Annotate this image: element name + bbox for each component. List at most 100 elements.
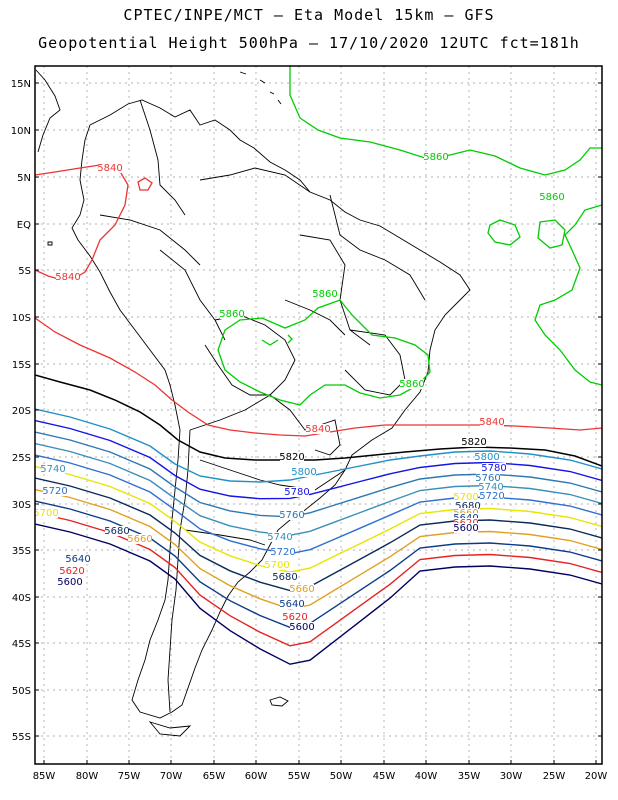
contour-label-5600: 5600 — [57, 577, 82, 588]
border-peru-brazil — [159, 249, 226, 341]
longitude-tick-label: 75W — [118, 771, 141, 782]
longitude-tick-label: 20W — [585, 771, 608, 782]
contour-label-5860: 5860 — [423, 152, 448, 163]
island-falklands — [269, 696, 289, 707]
border-uruguay — [314, 469, 346, 491]
contour-label-background — [280, 510, 304, 520]
contour-label-background — [268, 532, 292, 542]
latitude-tick-label: 30S — [12, 500, 31, 511]
border-argentina-internal — [199, 459, 301, 489]
contour-label-background — [271, 547, 295, 557]
contour-label-5820: 5820 — [279, 452, 304, 463]
contour-5600 — [35, 523, 602, 665]
contour-label-5860: 5860 — [312, 289, 337, 300]
longitude-tick-label: 35W — [458, 771, 481, 782]
contour-label-background — [540, 192, 564, 202]
latitude-tick-label: 15S — [12, 360, 31, 371]
longitude-tick-label: 45W — [373, 771, 396, 782]
contour-label-background — [290, 584, 314, 594]
graticule — [35, 66, 602, 764]
contour-label-5800: 5800 — [291, 467, 316, 478]
contour-label-5740: 5740 — [478, 482, 503, 493]
latitude-tick-label: 55S — [12, 732, 31, 743]
latitude-tick-label: EQ — [17, 220, 31, 231]
contour-label-5840: 5840 — [97, 163, 122, 174]
contour-label-5600: 5600 — [453, 523, 478, 534]
border-brazil-internal — [329, 194, 426, 301]
contour-label-background — [98, 163, 122, 173]
contour-label-background — [313, 289, 337, 299]
coastline-tierra-del-fuego — [148, 721, 192, 737]
contour-label-5840: 5840 — [479, 417, 504, 428]
contour-label-background — [280, 599, 304, 609]
contour-label-5860: 5860 — [539, 192, 564, 203]
contour-label-5840: 5840 — [305, 424, 330, 435]
contour-label-background — [105, 526, 129, 536]
contour-label-background — [400, 379, 424, 389]
latitude-tick-label: 15N — [11, 79, 31, 90]
chart-title-line-2: Geopotential Height 500hPa – 17/10/2020 … — [38, 34, 580, 52]
border-brazil-states-a — [299, 234, 371, 346]
latitude-tick-label: 10N — [11, 126, 31, 137]
contour-label-5660: 5660 — [127, 534, 152, 545]
contour-label-background — [283, 612, 307, 622]
border-paraguay — [269, 394, 341, 456]
contour-label-background — [220, 309, 244, 319]
map-frame — [34, 65, 603, 765]
border-venezuela-colombia — [139, 99, 186, 216]
contour-5840 — [35, 164, 602, 437]
contour-label-5700: 5700 — [33, 508, 58, 519]
border-brazil-states-b — [344, 329, 406, 396]
contour-5620 — [35, 511, 602, 647]
contour-label-5860: 5860 — [219, 309, 244, 320]
contour-label-5840: 5840 — [55, 272, 80, 283]
contour-label-5780: 5780 — [284, 487, 309, 498]
contour-label-5820: 5820 — [461, 437, 486, 448]
contour-label-5600: 5600 — [289, 622, 314, 633]
contour-label-background — [424, 152, 448, 162]
latitude-tick-label: 45S — [12, 639, 31, 650]
longitude-tick-label: 40W — [415, 771, 438, 782]
contour-label-5860: 5860 — [399, 379, 424, 390]
contour-label-5680: 5680 — [272, 572, 297, 583]
contour-label-background — [456, 501, 480, 511]
contour-label-background — [475, 452, 499, 462]
contour-label-5700: 5700 — [264, 560, 289, 571]
contour-label-background — [476, 473, 500, 483]
contour-label-5760: 5760 — [279, 510, 304, 521]
longitude-tick-label: 60W — [245, 771, 268, 782]
latitude-tick-label: 10S — [12, 313, 31, 324]
coastline-central-america — [35, 69, 61, 153]
island-galapagos — [47, 241, 53, 246]
contour-label-5800: 5800 — [474, 452, 499, 463]
island-caribbean-a — [239, 71, 282, 105]
coastline-caribbean — [89, 99, 471, 713]
latitude-tick-label: 25S — [12, 453, 31, 464]
contour-5660 — [35, 488, 602, 610]
longitude-tick-label: 70W — [160, 771, 183, 782]
longitude-tick-label: 85W — [33, 771, 56, 782]
contour-label-5620: 5620 — [282, 612, 307, 623]
contour-label-5740: 5740 — [267, 532, 292, 543]
contour-label-5680: 5680 — [104, 526, 129, 537]
contour-label-5700: 5700 — [453, 492, 478, 503]
contour-label-background — [454, 523, 478, 533]
border-bolivia — [204, 314, 296, 396]
contour-label-5720: 5720 — [270, 547, 295, 558]
contour-label-5640: 5640 — [279, 599, 304, 610]
contour-label-background — [462, 437, 486, 447]
latitude-tick-label: 35S — [12, 546, 31, 557]
contour-label-5620: 5620 — [59, 566, 84, 577]
border-brazil-states-c — [284, 299, 346, 336]
contour-label-background — [479, 482, 503, 492]
contour-label-5640: 5640 — [65, 554, 90, 565]
contour-label-background — [280, 452, 304, 462]
latitude-tick-label: 50S — [12, 686, 31, 697]
contour-label-background — [56, 272, 80, 282]
contour-label-5720: 5720 — [42, 486, 67, 497]
contour-label-background — [273, 572, 297, 582]
contour-labels: 5860 5860 5860 5860 5860 5840 5840 5840 5840 5820… — [33, 152, 565, 633]
contour-label-background — [128, 534, 152, 544]
contour-5860 — [217, 66, 602, 406]
